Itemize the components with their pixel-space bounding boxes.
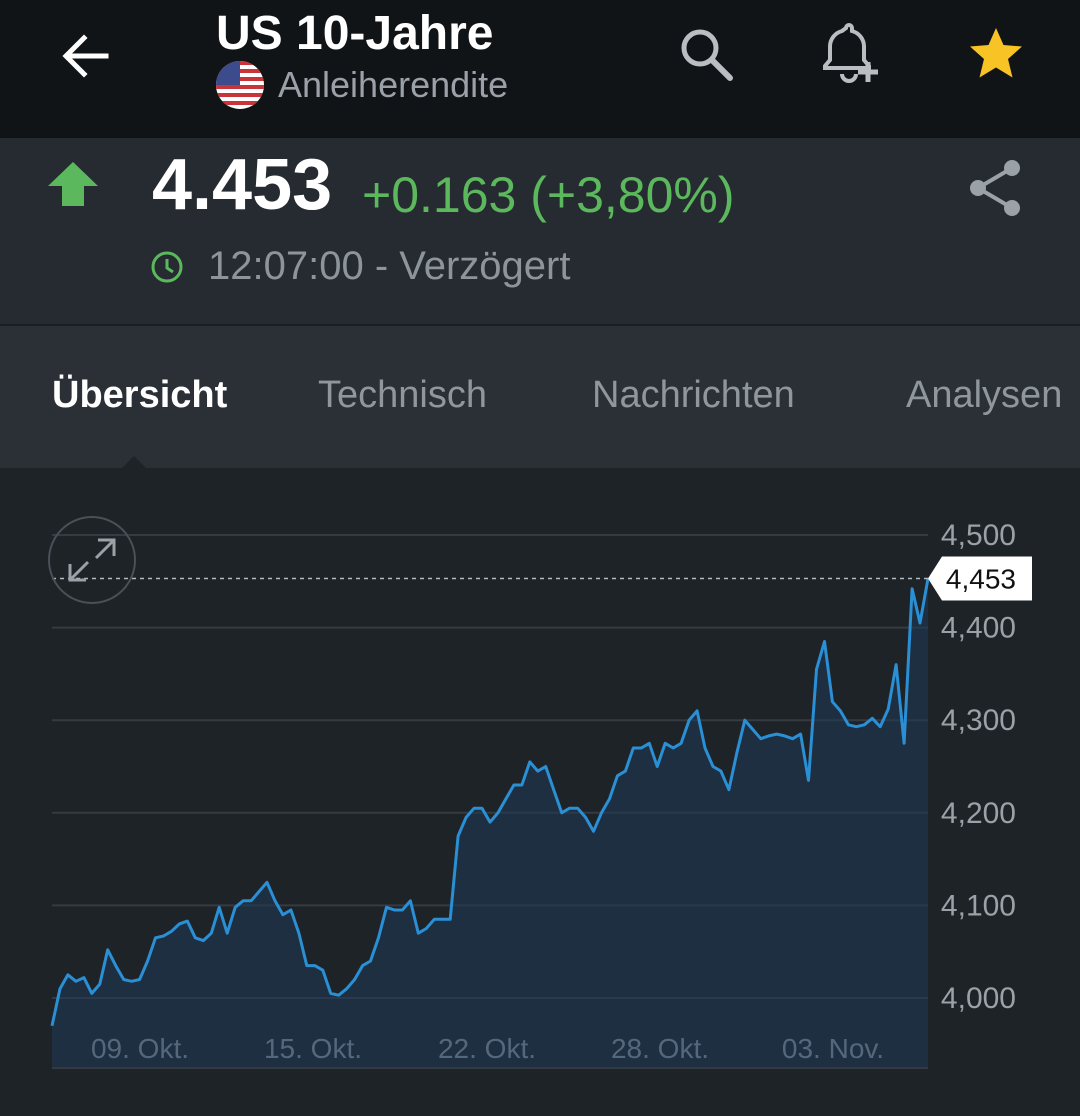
instrument-type: Anleiherendite [278,64,509,105]
tab-analyses[interactable]: Analysen [906,374,1063,416]
quote-time: 12:07:00 - Verzögert [208,244,571,288]
alert-add-icon[interactable] [818,22,884,88]
tab-bar: Übersicht Technisch Nachrichten Analysen [0,326,1080,468]
expand-icon [68,538,116,582]
star-icon[interactable] [966,24,1026,84]
active-tab-indicator [122,456,146,468]
y-tick-label: 4,300 [941,704,1016,737]
last-value-label: 4,453 [946,564,1016,595]
us-flag-icon [216,61,264,109]
y-tick-label: 4,200 [941,797,1016,830]
search-icon[interactable] [678,26,736,84]
clock-icon [150,250,184,284]
y-tick-label: 4,400 [941,612,1016,645]
tab-overview[interactable]: Übersicht [52,374,228,416]
back-arrow-icon[interactable] [58,28,114,84]
subtitle-row: Anleiherendite [216,60,508,110]
tab-news[interactable]: Nachrichten [592,374,795,416]
page-title: US 10-Jahre [216,7,494,60]
last-price: 4.453 [152,145,333,225]
up-arrow-icon [46,160,100,208]
expand-chart-button[interactable] [48,516,136,604]
last-value-marker [928,556,1032,601]
share-icon[interactable] [964,156,1028,220]
series-line [50,578,930,1027]
price-change: +0.163 (+3,80%) [362,167,735,223]
quote-panel: 4.453 +0.163 (+3,80%) 12:07:00 - Verzöge… [0,138,1080,326]
y-tick-label: 4,100 [941,889,1016,922]
tab-technical[interactable]: Technisch [318,374,487,416]
app-header: US 10-Jahre Anleiherendite [0,0,1080,138]
y-tick-label: 4,000 [941,982,1016,1015]
y-tick-label: 4,500 [941,519,1016,552]
